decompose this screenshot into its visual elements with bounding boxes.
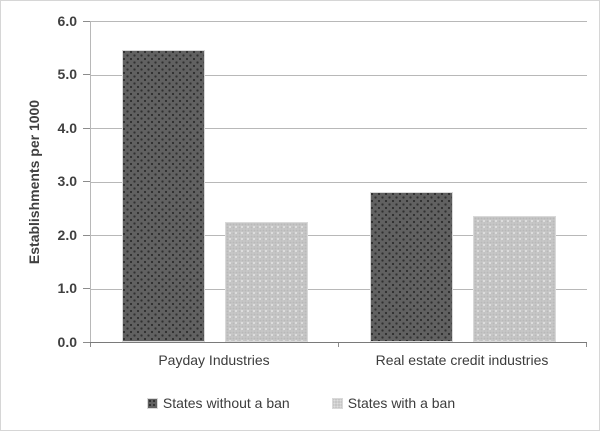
- y-axis-tick: [83, 21, 90, 22]
- y-axis-tick-label: 1.0: [57, 280, 77, 296]
- legend-label: States without a ban: [162, 395, 290, 411]
- category-label: Real estate credit industries: [375, 352, 549, 368]
- legend-item: States with a ban: [331, 395, 456, 411]
- bar-states-with-a-ban: [225, 222, 308, 342]
- bar-states-without-a-ban: [122, 50, 205, 342]
- y-axis-tick: [83, 288, 90, 289]
- gridline: [91, 182, 587, 183]
- x-axis-line: [90, 342, 587, 343]
- y-axis-tick-label: 3.0: [57, 173, 77, 189]
- y-axis-tick-label: 4.0: [57, 120, 77, 136]
- category-label: Payday Industries: [158, 352, 270, 368]
- y-axis-tick-label: 5.0: [57, 66, 77, 82]
- x-axis-tick: [586, 343, 587, 347]
- legend-item: States without a ban: [146, 395, 290, 411]
- x-axis-tick: [90, 343, 91, 347]
- gridline: [91, 21, 587, 22]
- y-axis-tick: [83, 74, 90, 75]
- plot-area: [90, 21, 587, 342]
- legend: States without a ban States with a ban: [1, 395, 599, 411]
- y-axis-tick-label: 6.0: [57, 13, 77, 29]
- gridline: [91, 128, 587, 129]
- gridline: [91, 289, 587, 290]
- legend-swatch: [331, 397, 343, 409]
- x-axis-tick: [338, 343, 339, 347]
- y-axis-tick-label: 2.0: [57, 227, 77, 243]
- legend-swatch: [146, 397, 158, 409]
- legend-label: States with a ban: [347, 395, 456, 411]
- y-axis-tick: [83, 128, 90, 129]
- y-axis-tick: [83, 181, 90, 182]
- y-axis-tick: [83, 342, 90, 343]
- gridline: [91, 75, 587, 76]
- y-axis-tick: [83, 235, 90, 236]
- bar-states-with-a-ban: [473, 216, 556, 342]
- y-axis-tick-label: 0.0: [57, 334, 77, 350]
- bar-states-without-a-ban: [370, 192, 453, 342]
- gridline: [91, 235, 587, 236]
